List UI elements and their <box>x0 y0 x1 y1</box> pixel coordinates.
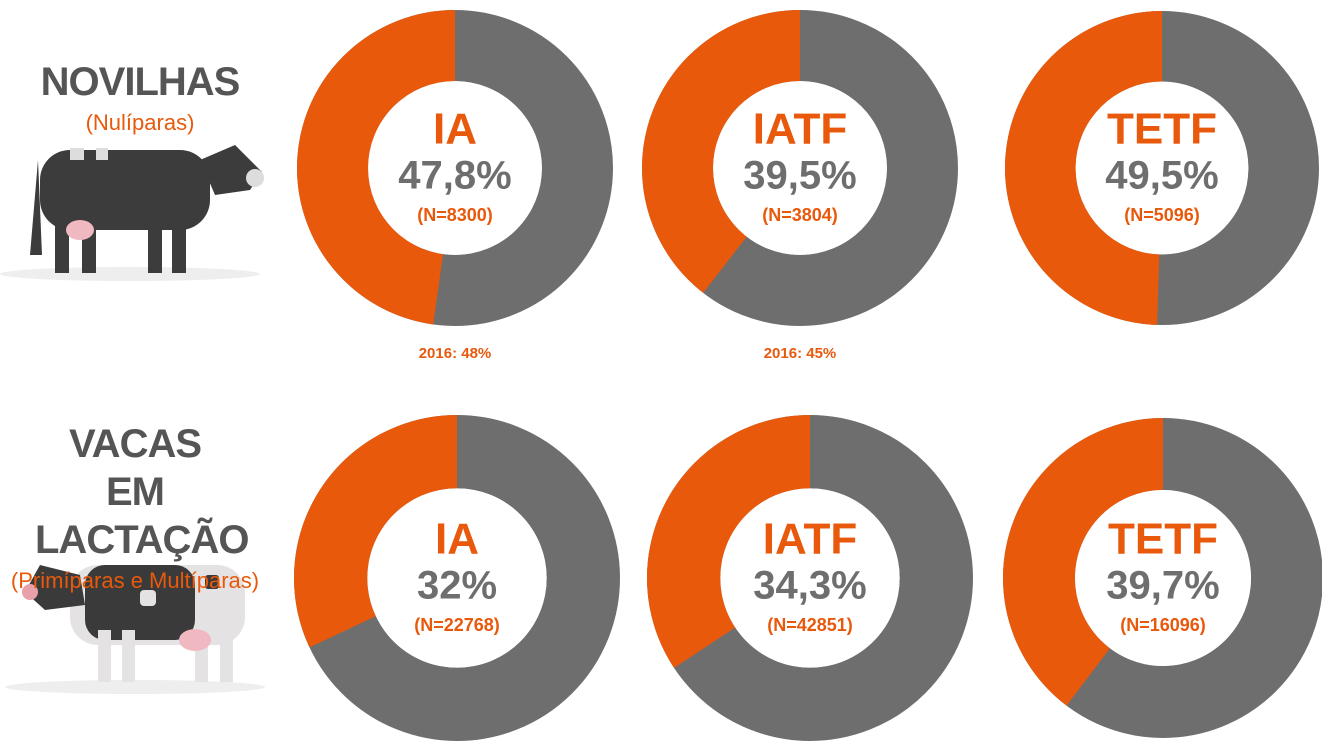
comparison-label: 2016: 45% <box>764 345 837 362</box>
group-subtitle: (Primíparas e Multíparas) <box>10 568 260 593</box>
value-label: 39,7% <box>1106 564 1219 608</box>
value-label: 34,3% <box>753 564 866 608</box>
value-label: 49,5% <box>1105 154 1218 198</box>
cow-lactating <box>5 565 265 694</box>
donut-segment <box>647 415 810 668</box>
group-subtitle: (Nulíparas) <box>85 110 195 135</box>
donut-hole <box>368 81 542 255</box>
n-label: (N=42851) <box>767 615 853 635</box>
donut-segment <box>293 415 457 648</box>
chart-title: IATF <box>763 515 858 564</box>
n-label: (N=5096) <box>1124 205 1200 225</box>
value-label: 47,8% <box>398 154 511 198</box>
chart-title: IA <box>435 515 479 564</box>
group-heading: VACAS EM LACTAÇÃO (Primíparas e Multípara… <box>0 420 270 594</box>
donut-segment <box>1002 418 1163 706</box>
value-label: 39,5% <box>743 154 856 198</box>
chart-title: TETF <box>1107 105 1217 154</box>
donut-hole <box>367 488 547 668</box>
donut-segment <box>642 10 800 293</box>
n-label: (N=3804) <box>762 205 838 225</box>
n-label: (N=16096) <box>1120 615 1206 635</box>
group-title: NOVILHAS <box>40 60 241 104</box>
donut-hole <box>720 488 900 668</box>
donut-segment <box>1004 11 1162 325</box>
n-label: (N=22768) <box>414 615 500 635</box>
chart-title: TETF <box>1108 515 1218 564</box>
donut-hole <box>1075 81 1249 255</box>
chart-title: IATF <box>753 105 848 154</box>
group-heading: NOVILHAS (Nulíparas) <box>5 58 275 136</box>
group-title: VACAS EM LACTAÇÃO <box>35 422 249 562</box>
value-label: 32% <box>417 564 497 608</box>
chart-title: IA <box>433 105 477 154</box>
donut-segment <box>296 10 455 325</box>
comparison-label: 2016: 48% <box>419 345 492 362</box>
cow-heifer <box>0 145 264 281</box>
donut-hole <box>713 81 887 255</box>
donut-hole <box>1075 490 1251 666</box>
n-label: (N=8300) <box>417 205 493 225</box>
